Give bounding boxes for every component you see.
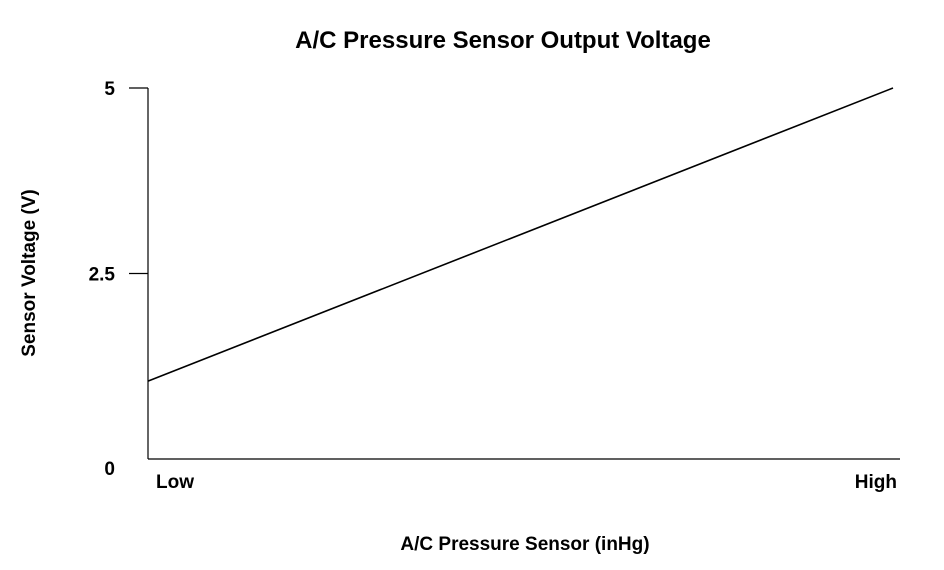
series-layer [147,87,894,382]
x-tick-label: Low [156,472,194,493]
chart-title: A/C Pressure Sensor Output Voltage [295,27,711,54]
series-line [147,87,894,382]
y-axis-label: Sensor Voltage (V) [19,189,40,357]
x-ticks: Low High [156,472,897,493]
x-tick-label: High [855,472,897,493]
y-tick-label: 0 [104,459,115,480]
y-ticks: 02.55 [89,79,148,480]
y-tick-label: 5 [104,79,115,100]
y-tick-label: 2.5 [89,265,116,286]
x-axis-label: A/C Pressure Sensor (inHg) [400,534,649,555]
